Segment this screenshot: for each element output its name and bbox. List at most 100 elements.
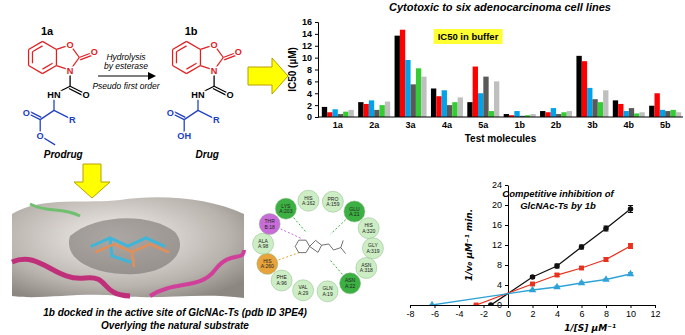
- tick: 0: [497, 300, 508, 310]
- bar: [421, 77, 426, 117]
- bar: [447, 105, 452, 117]
- tick: 6: [307, 77, 318, 87]
- tick-mark: [505, 185, 508, 186]
- residue: [271, 270, 292, 291]
- reaction-text: by esterase: [104, 61, 148, 71]
- tick-mark: [315, 34, 318, 35]
- residue-label: THRB:18: [265, 218, 276, 230]
- residue: [340, 273, 361, 294]
- bond: [176, 46, 186, 52]
- tick-label: 8: [497, 260, 502, 270]
- tick: -6: [431, 305, 439, 319]
- tick-mark: [631, 305, 632, 308]
- atom-label: O: [23, 108, 30, 118]
- error-bar: [555, 274, 560, 277]
- bar: [576, 56, 581, 117]
- error-bar: [628, 244, 633, 249]
- tick-mark: [484, 305, 485, 308]
- tick: 8: [604, 305, 609, 319]
- bond: [29, 41, 43, 49]
- tick: 12: [492, 240, 508, 250]
- tick-label: 4: [555, 309, 560, 319]
- tick-label: 4b: [624, 120, 635, 130]
- residue-label: ASNA:22: [345, 277, 356, 289]
- axis-line: [315, 23, 319, 118]
- bar: [613, 100, 618, 117]
- bar: [385, 102, 390, 117]
- residue: [358, 218, 379, 239]
- y-axis-title: 1/v₀ μM⁻¹ min.: [464, 209, 474, 281]
- marker: [530, 274, 536, 280]
- tick-label: 8: [307, 65, 312, 75]
- subtitle-box: IC50 in buffer: [434, 29, 503, 44]
- ribbon: [150, 250, 244, 296]
- marker: [603, 226, 609, 232]
- tick: 4: [555, 305, 560, 319]
- tick: 1b: [514, 117, 525, 130]
- tick: 5b: [660, 117, 671, 130]
- x-axis-title: Test molecules: [465, 133, 537, 144]
- compound-caption: Drug: [196, 149, 219, 160]
- residue: [322, 191, 343, 212]
- tick-mark: [459, 305, 460, 308]
- substrate-sticks: [96, 244, 168, 266]
- tick-label: 2: [530, 309, 535, 319]
- error-bar: [604, 258, 609, 262]
- bond: [40, 110, 54, 119]
- tick-mark: [315, 70, 318, 71]
- atom-label: O: [167, 108, 174, 118]
- tick-label: 1b: [514, 120, 525, 130]
- tick-label: 8: [604, 309, 609, 319]
- tick-label: 14: [302, 29, 312, 39]
- tick: 12: [302, 41, 318, 51]
- bar: [592, 99, 597, 117]
- tick: 8: [497, 260, 508, 270]
- bar: [348, 110, 353, 117]
- residue-label: PHEA:96: [276, 274, 287, 286]
- axis-line: [318, 117, 683, 118]
- tick-mark: [505, 305, 508, 306]
- atom-label: O: [227, 90, 234, 100]
- tick-label: 10: [626, 309, 636, 319]
- bar: [374, 110, 379, 117]
- residue: [317, 281, 338, 302]
- structure: OONOHNROO: [23, 40, 98, 145]
- tick: 10: [302, 53, 318, 63]
- tick-label: 5a: [478, 120, 489, 130]
- atom-label: N: [211, 66, 218, 76]
- arrow-shape: [74, 164, 110, 198]
- marker: [554, 263, 560, 269]
- tick-mark: [505, 225, 508, 226]
- tick-mark: [557, 305, 558, 308]
- residue: [259, 214, 280, 235]
- error-bar: [628, 206, 633, 213]
- bond: [173, 66, 187, 74]
- y-axis: 04812162024: [492, 180, 509, 310]
- bar: [649, 106, 654, 117]
- tick: 4: [497, 280, 508, 290]
- docking-caption: 1b docked in the active site of GlcNAc-T…: [43, 307, 307, 318]
- marker: [529, 286, 536, 292]
- compound-label: 1b: [185, 25, 198, 37]
- atom-label: HN: [191, 90, 205, 100]
- structure: OONOHNROOH: [167, 40, 242, 141]
- residue: [344, 201, 365, 222]
- residue: [362, 238, 383, 259]
- tick-label: 4a: [442, 120, 453, 130]
- atom-label: O: [67, 40, 74, 50]
- bar: [494, 81, 499, 117]
- residue-label: VALA:29: [298, 284, 309, 296]
- bond: [43, 41, 57, 49]
- marker: [628, 244, 633, 249]
- bar: [327, 112, 332, 117]
- bar: [629, 108, 634, 117]
- bond: [172, 49, 173, 65]
- tick-label: 16: [492, 220, 502, 230]
- bar: [671, 110, 676, 117]
- atom-label: O: [83, 90, 90, 100]
- tick-mark: [505, 285, 508, 286]
- bar: [452, 102, 457, 117]
- yellow-arrow: [74, 164, 110, 198]
- bar: [655, 93, 660, 117]
- atom-label: N: [67, 66, 74, 76]
